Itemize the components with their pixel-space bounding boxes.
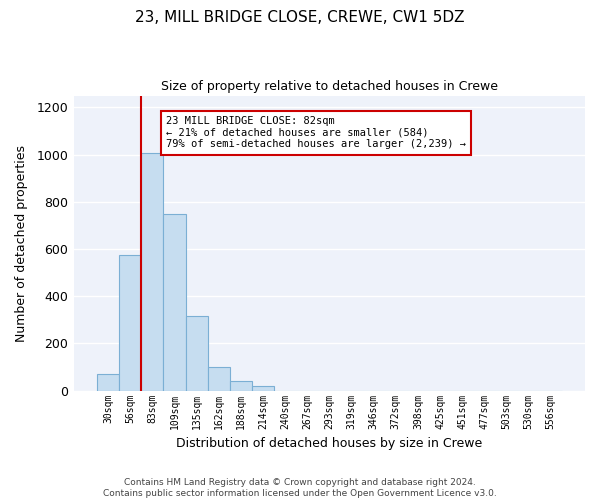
Bar — [252, 386, 274, 390]
Bar — [97, 374, 119, 390]
Y-axis label: Number of detached properties: Number of detached properties — [15, 144, 28, 342]
Bar — [208, 367, 230, 390]
Title: Size of property relative to detached houses in Crewe: Size of property relative to detached ho… — [161, 80, 498, 93]
Bar — [185, 316, 208, 390]
Bar — [230, 380, 252, 390]
Bar — [163, 214, 185, 390]
Bar — [141, 154, 163, 390]
Bar — [119, 255, 141, 390]
X-axis label: Distribution of detached houses by size in Crewe: Distribution of detached houses by size … — [176, 437, 482, 450]
Text: Contains HM Land Registry data © Crown copyright and database right 2024.
Contai: Contains HM Land Registry data © Crown c… — [103, 478, 497, 498]
Text: 23 MILL BRIDGE CLOSE: 82sqm
← 21% of detached houses are smaller (584)
79% of se: 23 MILL BRIDGE CLOSE: 82sqm ← 21% of det… — [166, 116, 466, 150]
Text: 23, MILL BRIDGE CLOSE, CREWE, CW1 5DZ: 23, MILL BRIDGE CLOSE, CREWE, CW1 5DZ — [135, 10, 465, 25]
